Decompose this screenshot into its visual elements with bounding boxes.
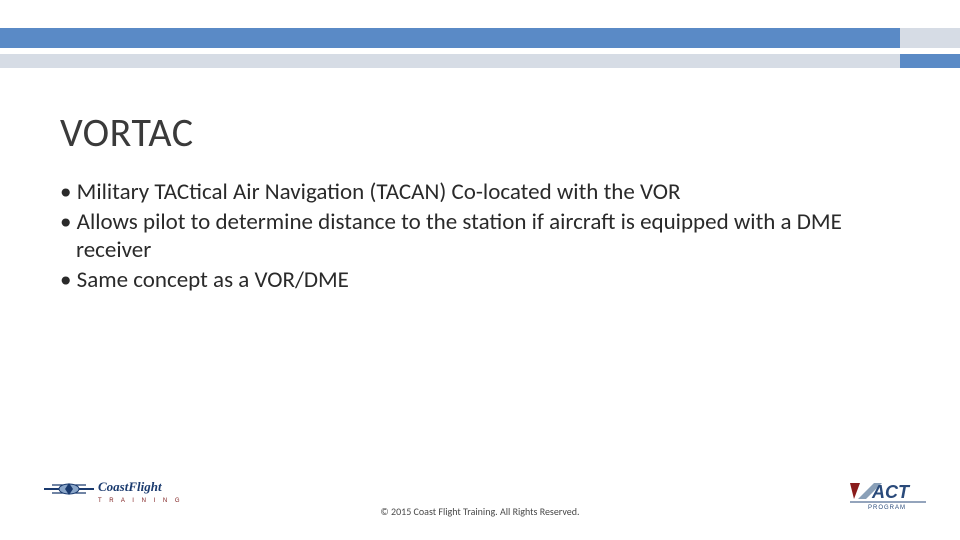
svg-text:PROGRAM: PROGRAM bbox=[868, 505, 906, 511]
coast-flight-logo: CoastFlight T R A I N I N G bbox=[42, 475, 182, 518]
list-item: Same concept as a VOR/DME bbox=[60, 266, 880, 294]
act-program-logo: ACT PROGRAM bbox=[844, 477, 932, 522]
page-title: VORTAC bbox=[60, 108, 194, 157]
header-bar-light bbox=[0, 54, 960, 68]
list-item: Allows pilot to determine distance to th… bbox=[60, 208, 880, 264]
header-stripe bbox=[0, 28, 960, 68]
list-item: Military TACtical Air Navigation (TACAN)… bbox=[60, 178, 880, 206]
svg-text:ACT: ACT bbox=[871, 482, 911, 502]
header-bar-dark bbox=[0, 28, 960, 48]
svg-text:T R A I N I N G: T R A I N I N G bbox=[98, 498, 182, 504]
bullet-list: Military TACtical Air Navigation (TACAN)… bbox=[60, 178, 880, 296]
svg-text:CoastFlight: CoastFlight bbox=[98, 479, 162, 494]
